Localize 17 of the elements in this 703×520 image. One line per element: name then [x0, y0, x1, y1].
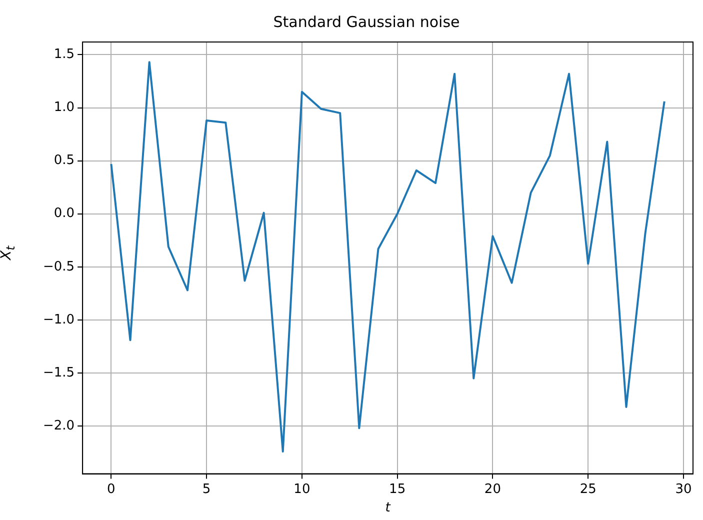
- y-tick-label: −1.0: [42, 312, 75, 328]
- y-tick-label: 0.5: [54, 153, 75, 168]
- x-tick-label: 5: [202, 482, 211, 497]
- x-tick-label: 0: [107, 482, 116, 497]
- x-tick-label: 25: [580, 482, 596, 497]
- y-tick-label: −0.5: [42, 259, 75, 274]
- x-tick-label: 15: [389, 482, 406, 497]
- x-tick-label: 10: [294, 482, 310, 497]
- x-axis-title: t: [385, 500, 392, 516]
- x-tick-label: 20: [484, 482, 501, 497]
- y-tick-label: −2.0: [42, 418, 75, 434]
- y-tick-label: −1.5: [42, 365, 75, 380]
- y-tick-label: 1.0: [54, 100, 75, 116]
- chart-title: Standard Gaussian noise: [273, 12, 460, 31]
- y-tick-label: 0.0: [54, 206, 75, 222]
- x-tick-label: 30: [675, 482, 692, 497]
- y-tick-label: 1.5: [54, 47, 75, 62]
